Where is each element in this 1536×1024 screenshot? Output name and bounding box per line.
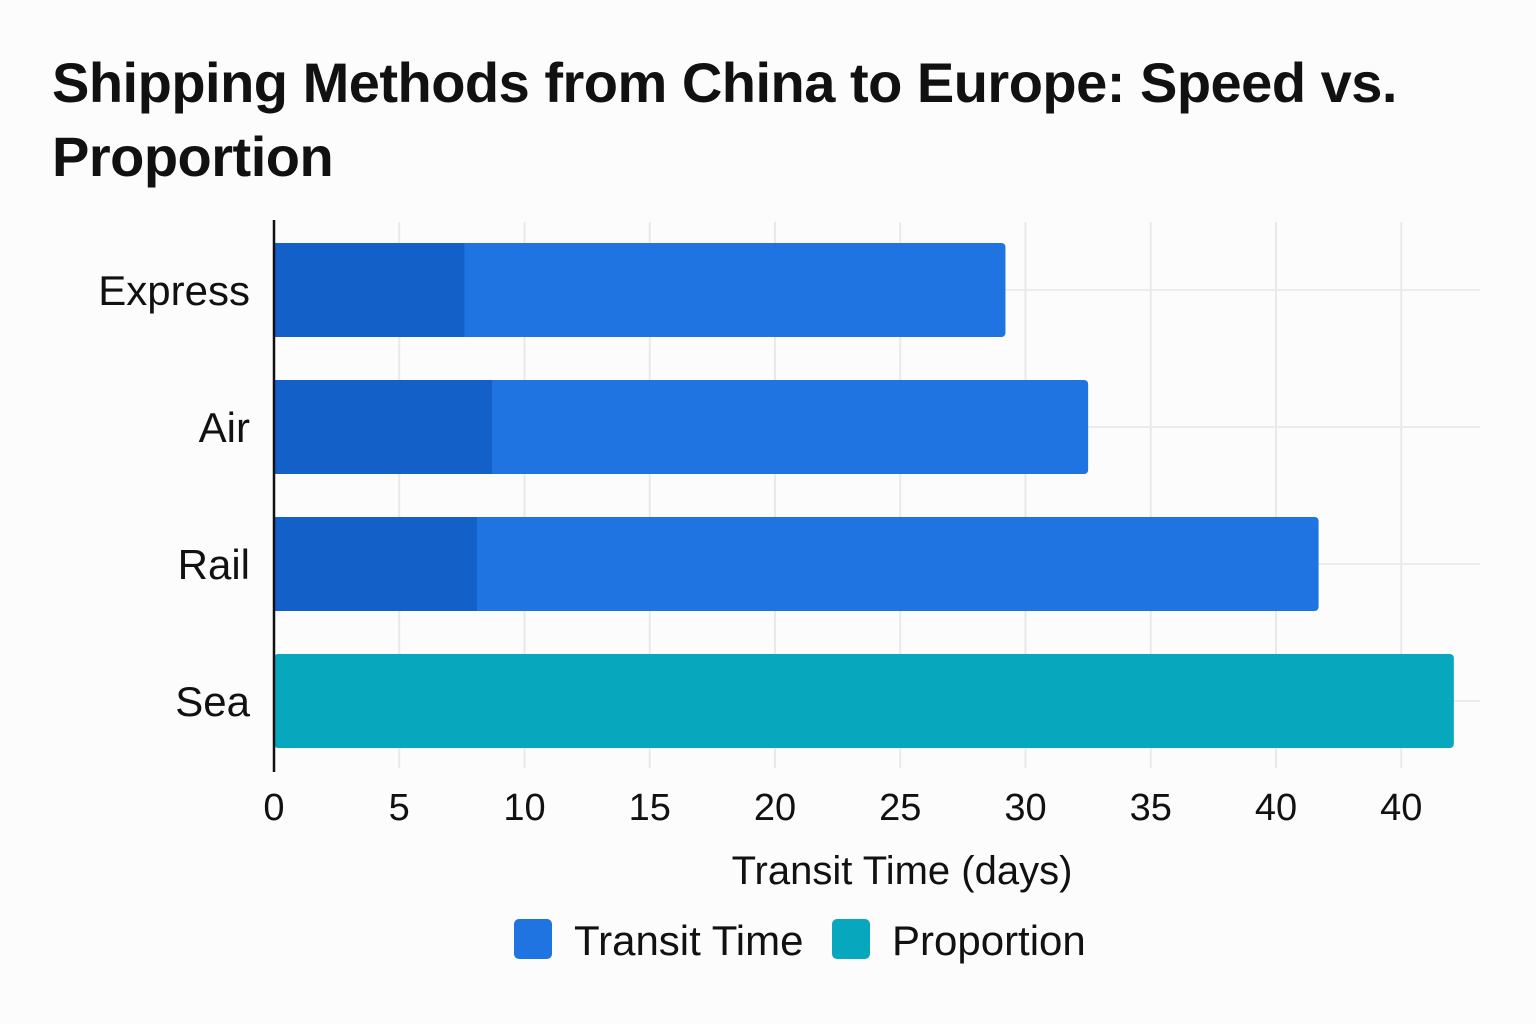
x-tick-label: 25 [879, 787, 921, 829]
chart-title: Shipping Methods from China to Europe: S… [52, 51, 1397, 188]
x-tick-label: 10 [503, 787, 545, 829]
bar-rail-transit-time [274, 517, 1319, 611]
legend: Transit Time Proportion [514, 917, 1086, 964]
x-tick-label: 20 [754, 787, 796, 829]
x-tick-labels: 0 5 10 15 20 25 30 35 40 40 [263, 787, 1422, 829]
bars [274, 243, 1454, 748]
legend-label: Transit Time [574, 917, 803, 964]
category-label: Air [199, 404, 250, 451]
category-label: Sea [175, 678, 250, 725]
category-labels: Express Air Rail Sea [98, 267, 250, 725]
x-tick-label: 15 [629, 787, 671, 829]
legend-swatch-proportion [832, 919, 870, 959]
x-tick-label: 40 [1380, 787, 1422, 829]
x-axis-title: Transit Time (days) [732, 849, 1073, 893]
x-tick-label: 30 [1004, 787, 1046, 829]
category-label: Express [98, 267, 250, 314]
x-tick-label: 0 [263, 787, 284, 829]
category-label: Rail [178, 541, 250, 588]
bar-sea-proportion [274, 654, 1454, 748]
bar-rail-segment [274, 517, 477, 611]
bar-express-segment [274, 243, 465, 337]
x-tick-label: 5 [389, 787, 410, 829]
x-tick-label: 35 [1130, 787, 1172, 829]
legend-swatch-transit-time [514, 919, 552, 959]
bar-air-segment [274, 380, 492, 474]
legend-label: Proportion [892, 917, 1086, 964]
x-tick-label: 40 [1255, 787, 1297, 829]
